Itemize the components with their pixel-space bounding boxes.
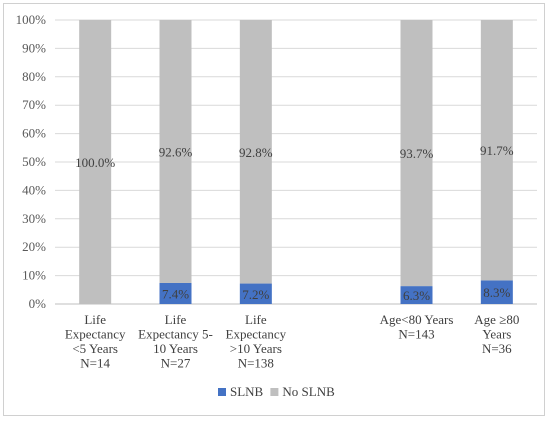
y-axis-ticks: 0% 10% 20% 30% 40% 50% 60% 70% 80% 90% 100%: [16, 12, 47, 311]
bar-slnb: [239, 283, 272, 304]
y-tick-label: 0%: [29, 296, 47, 311]
gridlines: [55, 19, 537, 305]
bar-no-slnb: [480, 20, 513, 281]
y-tick-label: 60%: [22, 126, 46, 141]
legend: SLNB No SLNB: [218, 384, 335, 399]
x-category-label: Age<80 Years N=143: [380, 312, 454, 342]
y-tick-label: 20%: [22, 239, 46, 254]
bar-no-slnb: [159, 20, 192, 283]
legend-label: No SLNB: [282, 384, 335, 399]
y-tick-label: 100%: [16, 12, 47, 27]
data-label-no-slnb: 93.7%: [400, 146, 434, 161]
data-label-slnb: 6.3%: [403, 288, 430, 303]
data-label-slnb: 7.2%: [242, 287, 269, 302]
data-label-no-slnb: 92.8%: [239, 145, 273, 160]
bar-no-slnb: [79, 20, 112, 304]
data-labels: 100.0% 7.4% 92.6% 7.2% 92.8% 6.3% 93.7% 8.3% 91.…: [75, 143, 514, 303]
legend-swatch: [270, 388, 279, 396]
x-category-label: Life Expectancy >10 Years N=138: [226, 312, 287, 371]
data-label-no-slnb: 91.7%: [480, 143, 514, 158]
bars: [79, 20, 513, 304]
data-label-slnb: 8.3%: [483, 285, 510, 300]
y-tick-label: 90%: [22, 40, 46, 55]
bar-slnb: [480, 280, 513, 304]
data-label-no-slnb: 92.6%: [159, 144, 193, 159]
y-tick-label: 30%: [22, 211, 46, 226]
y-tick-label: 50%: [22, 154, 46, 169]
x-category-label: Age ≥80 Years N=36: [474, 312, 519, 356]
legend-label: SLNB: [230, 384, 264, 399]
y-tick-label: 70%: [22, 97, 46, 112]
bar-no-slnb: [400, 20, 433, 287]
x-category-label: Life Expectancy <5 Years N=14: [65, 312, 126, 371]
data-label-slnb: 7.4%: [162, 286, 189, 301]
bar-no-slnb: [239, 20, 272, 284]
y-tick-label: 10%: [22, 268, 46, 283]
data-label-no-slnb: 100.0%: [75, 155, 115, 170]
y-tick-label: 80%: [22, 69, 46, 84]
x-category-label: Life Expectancy 5-10 Years N=27: [138, 312, 213, 371]
bar-slnb: [400, 286, 433, 304]
bar-slnb: [159, 282, 192, 304]
legend-swatch: [218, 388, 226, 396]
y-tick-label: 40%: [22, 182, 46, 197]
